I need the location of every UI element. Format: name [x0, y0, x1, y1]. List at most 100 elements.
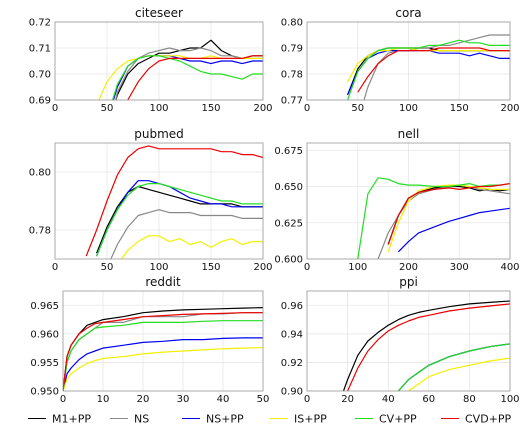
y-tick-label: 0.650 [274, 182, 303, 193]
chart-panel-ppi: 0 20 40 60 80 100 0.90 0.92 0.94 0.96 ppi [281, 275, 520, 405]
chart-panel-pubmed: 0 50 100 150 200 0.78 0.80 pubmed [29, 127, 273, 273]
x-tick-label: 60 [422, 394, 435, 405]
y-tick-label: 0.675 [274, 146, 303, 157]
x-tick-label: 0 [304, 262, 310, 273]
y-tick-label: 0.955 [30, 358, 59, 369]
chart-title: ppi [399, 275, 418, 289]
series-line-ns [363, 34, 510, 100]
legend-item-ns-pp: NS+PP [182, 412, 244, 428]
legend-item-is-pp: IS+PP [270, 412, 327, 428]
y-tick-label: 0.94 [281, 329, 303, 340]
series-line-is-pp [387, 184, 510, 252]
chart-title: pubmed [134, 127, 184, 141]
x-tick-label: 100 [149, 262, 168, 273]
series-line-cvd-pp [63, 312, 263, 391]
chart-panel-nell: 0 100 200 300 400 0.600 0.625 0.650 0.675 nell [274, 127, 519, 273]
legend-swatch-m1-pp [28, 417, 46, 419]
plot-frame [306, 142, 511, 260]
series-line-cv-pp [111, 55, 263, 100]
series-line-cvd-pp [347, 303, 510, 391]
series-line-ns [110, 209, 263, 259]
series-line-cvd-pp [127, 55, 263, 100]
x-tick-label: 40 [217, 394, 230, 405]
x-tick-label: 200 [500, 103, 519, 114]
x-tick-label: 150 [450, 103, 469, 114]
x-tick-label: 50 [101, 262, 114, 273]
y-tick-label: 0.950 [30, 387, 59, 398]
series-line-ns-pp [63, 337, 263, 391]
x-tick-label: 50 [257, 394, 270, 405]
series-line-is-pp [120, 235, 263, 259]
plot-frame [54, 142, 264, 260]
series-line-cvd-pp [85, 145, 263, 257]
series-line-cv-pp [96, 183, 263, 257]
legend-item-cv-pp: CV+PP [355, 412, 417, 428]
legend-swatch-cvd-pp [441, 417, 459, 419]
y-tick-label: 0.92 [281, 358, 303, 369]
x-tick-label: 200 [253, 262, 272, 273]
y-tick-label: 0.78 [29, 226, 51, 237]
legend-swatch-is-pp [270, 417, 288, 419]
series-line-cv-pp [397, 343, 510, 391]
y-tick-label: 0.70 [29, 70, 51, 81]
x-tick-label: 0 [52, 262, 58, 273]
y-tick-label: 0.96 [281, 301, 303, 312]
x-tick-label: 150 [201, 262, 220, 273]
x-tick-label: 400 [500, 262, 519, 273]
x-tick-label: 30 [177, 394, 190, 405]
y-tick-label: 0.90 [281, 387, 303, 398]
y-tick-label: 0.80 [29, 168, 51, 179]
x-tick-label: 0 [52, 103, 58, 114]
chart-panel-reddit: 0 10 20 30 40 50 0.950 0.955 0.960 0.965 reddit [30, 275, 269, 405]
y-tick-label: 0.72 [29, 18, 51, 29]
series-line-cvd-pp [387, 183, 510, 245]
x-tick-label: 200 [253, 103, 272, 114]
series-line-ns [115, 47, 263, 100]
chart-title: cora [395, 6, 421, 20]
x-tick-label: 50 [351, 103, 364, 114]
x-tick-label: 20 [341, 394, 354, 405]
chart-title: nell [398, 127, 420, 141]
y-tick-label: 0.71 [29, 44, 51, 55]
series-line-cv-pp [347, 39, 510, 100]
plot-frame [62, 290, 264, 392]
plot-frame [306, 290, 511, 392]
y-tick-label: 0.600 [274, 255, 303, 266]
plot-area [307, 291, 510, 391]
x-tick-label: 80 [463, 394, 476, 405]
y-tick-label: 0.965 [30, 301, 59, 312]
legend-item-cvd-pp: CVD+PP [441, 412, 511, 428]
plot-frame [306, 21, 511, 101]
y-tick-label: 0.625 [274, 218, 303, 229]
legend-item-ns: NS [110, 412, 149, 428]
y-tick-label: 0.78 [281, 70, 303, 81]
x-tick-label: 100 [500, 394, 519, 405]
x-tick-label: 150 [201, 103, 220, 114]
x-tick-label: 0 [304, 103, 310, 114]
x-tick-label: 0 [60, 394, 66, 405]
series-line-ns-pp [96, 180, 263, 257]
plot-frame [54, 21, 264, 101]
x-tick-label: 200 [399, 262, 418, 273]
legend-item-m1-pp: M1+PP [28, 412, 91, 428]
series-line-cv-pp [357, 177, 510, 259]
series-line-cv-pp [63, 320, 263, 391]
y-tick-label: 0.69 [29, 96, 51, 107]
legend-swatch-ns [110, 417, 128, 419]
x-tick-label: 100 [399, 103, 418, 114]
x-tick-label: 20 [137, 394, 150, 405]
chart-title: citeseer [135, 6, 183, 20]
x-tick-label: 0 [304, 394, 310, 405]
legend-swatch-ns-pp [182, 417, 200, 419]
x-tick-label: 40 [382, 394, 395, 405]
x-tick-label: 10 [97, 394, 110, 405]
x-tick-label: 100 [348, 262, 367, 273]
legend-swatch-cv-pp [355, 417, 373, 419]
y-tick-label: 0.77 [281, 96, 303, 107]
chart-panel-cora: 0 50 100 150 200 0.77 0.78 0.79 0.80 cora [281, 6, 520, 114]
y-tick-label: 0.79 [281, 44, 303, 55]
series-line-ns-pp [397, 207, 510, 253]
series-line-cvd-pp [357, 47, 510, 93]
y-tick-label: 0.960 [30, 329, 59, 340]
